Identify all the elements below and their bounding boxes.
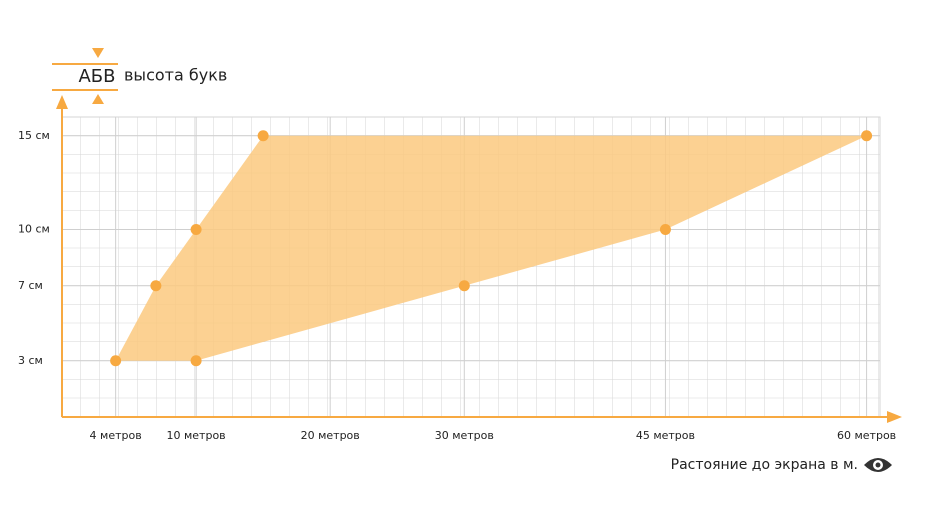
point — [190, 224, 202, 235]
area — [115, 135, 867, 361]
legend-arrow-down — [92, 48, 104, 58]
x-tick-label: 4 метров — [90, 429, 142, 442]
eye-icon — [864, 458, 892, 472]
point — [150, 280, 162, 292]
x-tick-label: 30 метров — [435, 429, 494, 442]
legend-sample: АБВ — [78, 66, 115, 87]
y-tick-label: 15 см — [18, 129, 50, 142]
point — [110, 355, 122, 367]
y-tick-label: 3 см — [18, 354, 43, 367]
x-axis-title: Растояние до экрана в м. — [671, 457, 858, 473]
x-tick-label: 20 метров — [301, 429, 360, 442]
y-tick-label: 7 см — [18, 279, 43, 292]
legend-label: высота букв — [124, 66, 227, 85]
y-axis-arrow — [56, 95, 68, 109]
point — [458, 280, 470, 292]
point — [257, 130, 269, 142]
plot-area — [110, 130, 873, 367]
y-tick-label: 10 см — [18, 223, 50, 236]
point — [190, 355, 202, 367]
legend-arrow-up — [92, 94, 104, 104]
x-tick-label: 45 метров — [636, 429, 695, 442]
point — [659, 224, 671, 235]
x-tick-label: 10 метров — [167, 429, 226, 442]
point — [861, 130, 873, 142]
x-axis-arrow — [887, 411, 902, 423]
x-tick-label: 60 метров — [837, 429, 896, 442]
